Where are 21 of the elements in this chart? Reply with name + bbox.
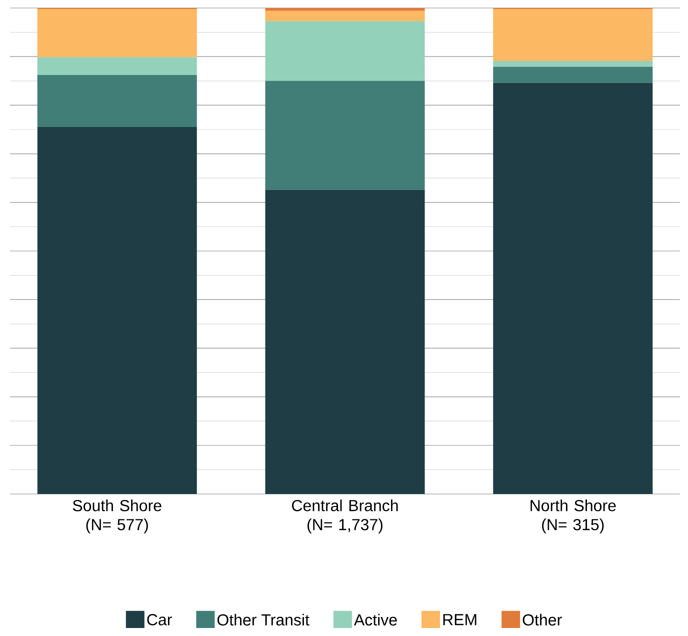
bar — [265, 190, 425, 494]
bar — [37, 127, 197, 494]
bar — [37, 75, 197, 128]
bar — [493, 82, 653, 494]
bar — [265, 80, 425, 190]
legend-label: Other — [522, 614, 562, 626]
bar — [493, 8, 653, 61]
bar — [493, 66, 653, 83]
x-tick-label: Central Branch (N= 1,737) — [292, 500, 398, 534]
x-tick-label: North Shore (N= 315) — [530, 500, 616, 534]
bar — [265, 21, 425, 81]
legend-label: Active — [354, 614, 397, 626]
bar — [493, 60, 653, 67]
bar — [37, 8, 197, 58]
legend-label: REM — [443, 614, 476, 626]
bar — [37, 57, 197, 76]
bar — [265, 8, 425, 11]
x-tick-label: South Shore (N= 577) — [72, 500, 162, 534]
bar — [265, 10, 425, 22]
legend-label: Car — [147, 614, 172, 626]
legend-label: Other Transit — [217, 614, 310, 626]
